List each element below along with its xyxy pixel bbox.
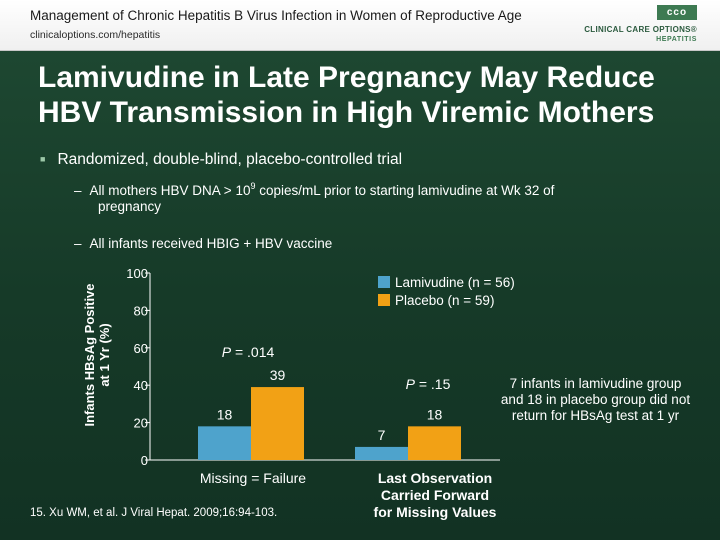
y-axis-title: Infants HBsAg Positive at 1 Yr (%) xyxy=(82,283,112,426)
citation: 15. Xu WM, et al. J Viral Hepat. 2009;16… xyxy=(30,507,278,519)
sub1-text-c: pregnancy xyxy=(98,199,162,214)
chart-bars xyxy=(198,387,461,460)
y-axis-title-line2: at 1 Yr (%) xyxy=(97,323,112,386)
chart-labels: 18 7 39 18 P = .014 P = .15 Missing = Failure L… xyxy=(200,344,497,520)
sub2-text: All infants received HBIG + HBV vaccine xyxy=(89,236,333,251)
data-label: 7 xyxy=(378,427,386,443)
bar-placebo xyxy=(408,426,461,460)
y-tick-label: 100 xyxy=(126,266,148,281)
bullet-square-icon: ■ xyxy=(40,154,46,164)
slide-title-line2: HBV Transmission in High Viremic Mothers xyxy=(38,96,655,129)
legend-swatch-lamivudine xyxy=(378,276,390,288)
header-title: Management of Chronic Hepatitis B Virus … xyxy=(30,8,522,23)
slide-title-line1: Lamivudine in Late Pregnancy May Reduce xyxy=(38,61,655,94)
bar-placebo xyxy=(251,387,304,460)
sub1-superscript: 9 xyxy=(250,181,256,191)
header-url: clinicaloptions.com/hepatitis xyxy=(30,29,161,41)
legend-label: Placebo (n = 59) xyxy=(395,293,494,308)
bar-lamivudine xyxy=(198,426,251,460)
bullet-text: Randomized, double-blind, placebo-contro… xyxy=(57,151,403,168)
clinical-care-options-logo: cco CLINICAL CARE OPTIONS® HEPATITIS xyxy=(584,5,705,47)
legend-label: Lamivudine (n = 56) xyxy=(395,275,515,290)
missing-infants-note: 7 infants in lamivudine group and 18 in … xyxy=(500,376,691,423)
category-label: Missing = Failure xyxy=(200,470,306,486)
slide-header: Management of Chronic Hepatitis B Virus … xyxy=(0,0,720,51)
data-label: 39 xyxy=(270,367,286,383)
logo-line2: HEPATITIS xyxy=(656,36,697,43)
sub1-text-b: copies/mL prior to starting lamivudine a… xyxy=(255,183,555,198)
category-label: Last Observation xyxy=(378,470,492,486)
category-label: Carried Forward xyxy=(381,487,489,503)
logo-box: cco xyxy=(657,5,697,20)
legend-swatch-placebo xyxy=(378,294,390,306)
bullet-trial-design: ■ Randomized, double-blind, placebo-contr… xyxy=(40,151,402,169)
slide-title: Lamivudine in Late Pregnancy May Reduce … xyxy=(38,60,708,130)
data-label: 18 xyxy=(217,406,233,422)
y-tick-label: 0 xyxy=(141,453,148,468)
sub1-text-a: All mothers HBV DNA > 10 xyxy=(89,183,251,198)
dash-icon: – xyxy=(74,236,82,251)
chart-legend: Lamivudine (n = 56) Placebo (n = 59) xyxy=(378,275,515,308)
bar-lamivudine xyxy=(355,446,408,460)
logo-line1: CLINICAL CARE OPTIONS® xyxy=(584,25,697,34)
dash-icon: – xyxy=(74,183,82,198)
data-label: 18 xyxy=(427,406,443,422)
p-value-label: P = .15 xyxy=(406,376,451,392)
sub-bullet-infants: – All infants received HBIG + HBV vaccine xyxy=(74,236,332,252)
y-axis-title-line1: Infants HBsAg Positive xyxy=(82,283,97,426)
sub-bullet-mothers: – All mothers HBV DNA > 109 copies/mL pri… xyxy=(74,181,674,215)
y-tick-label: 40 xyxy=(134,378,148,393)
category-label: for Missing Values xyxy=(374,504,497,520)
y-tick-label: 20 xyxy=(134,416,148,431)
y-tick-label: 80 xyxy=(134,303,148,318)
p-value-label: P = .014 xyxy=(222,344,275,360)
y-tick-label: 60 xyxy=(134,341,148,356)
